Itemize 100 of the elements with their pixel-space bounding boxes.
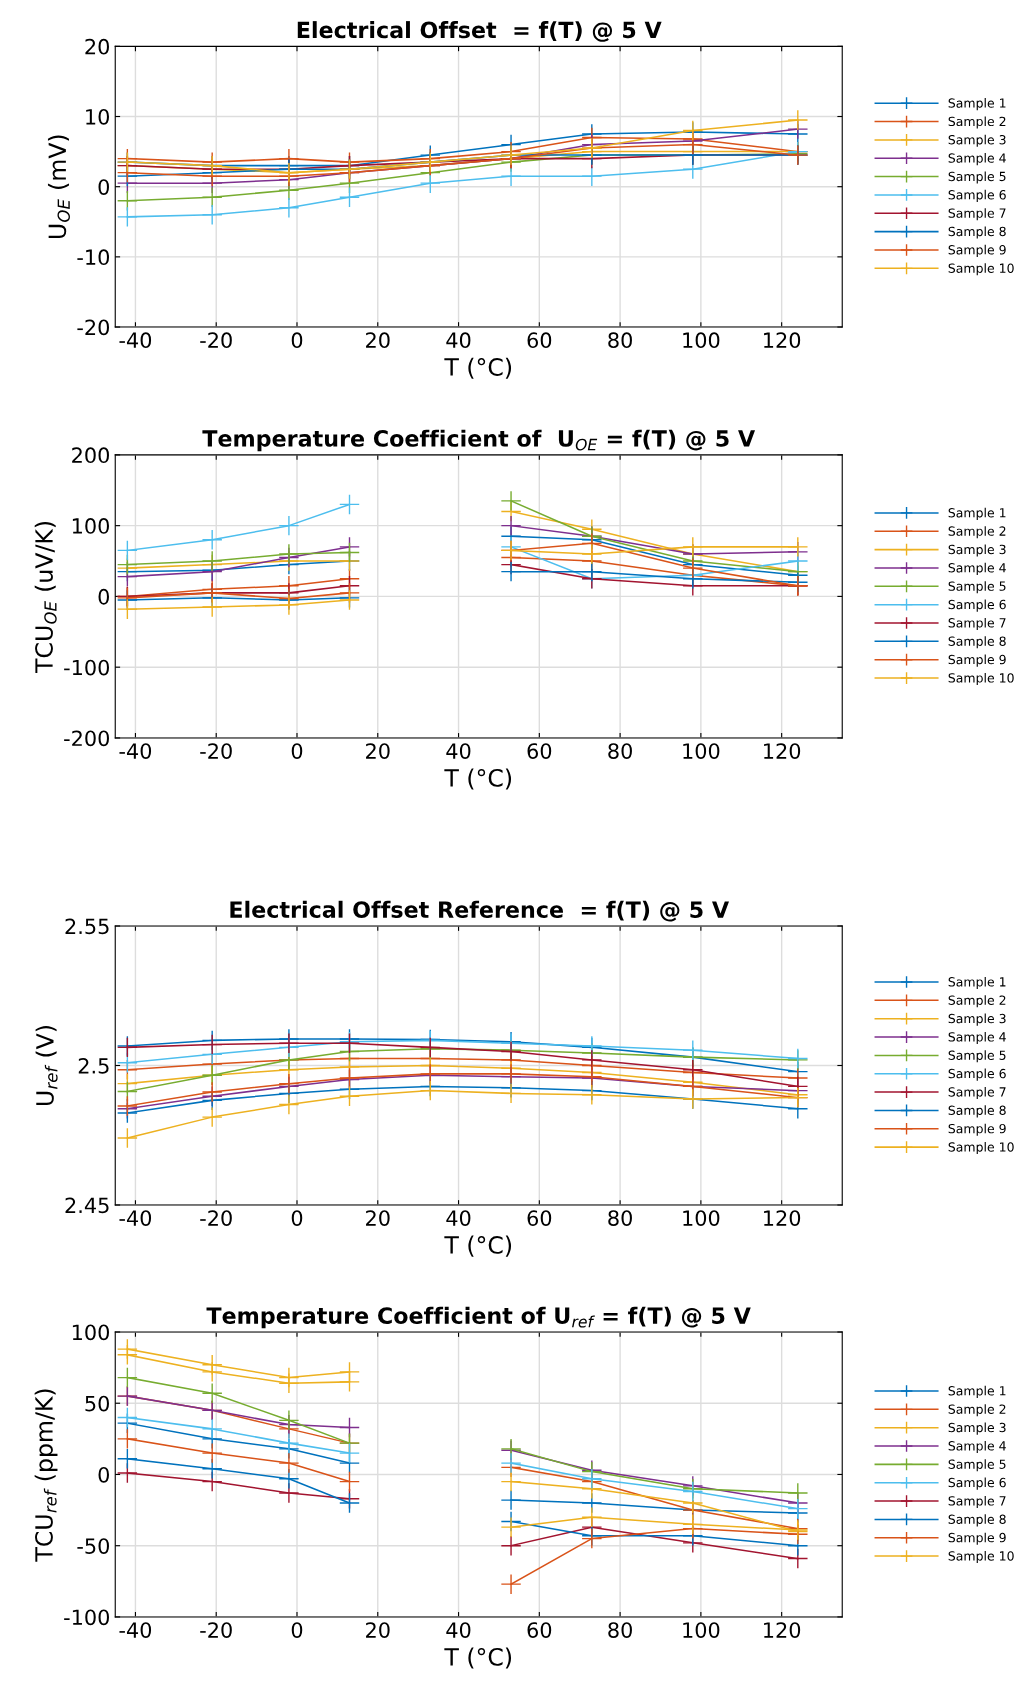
- x-tick-label: -40: [119, 332, 152, 349]
- legend-label: Sample 5: [948, 1050, 1006, 1063]
- legend-label: Sample 1: [948, 98, 1006, 111]
- legend-label: Sample 7: [948, 208, 1006, 221]
- y-tick-label: -100: [64, 659, 109, 676]
- x-axis-title: T (°C): [444, 357, 512, 379]
- legend-label: Sample 2: [948, 116, 1006, 129]
- legend-label: Sample 6: [948, 1477, 1006, 1490]
- x-tick-label: 20: [366, 1210, 390, 1226]
- legend-label: Sample 4: [948, 1031, 1006, 1045]
- y-tick-label: 100: [72, 518, 109, 534]
- legend-label: Sample 10: [948, 1142, 1014, 1155]
- y-tick-label: 0: [98, 1466, 109, 1483]
- y-tick-label: -20: [77, 319, 109, 336]
- legend-label: Sample 9: [948, 1532, 1006, 1545]
- y-tick-label: 2.5: [78, 1057, 109, 1074]
- x-tick-label: 20: [366, 1622, 390, 1638]
- legend-label: Sample 10: [948, 1550, 1014, 1564]
- x-tick-label: 120: [764, 743, 801, 759]
- legend-label: Sample 9: [948, 1123, 1006, 1136]
- legend-label: Sample 7: [948, 1086, 1006, 1100]
- x-tick-label: -40: [119, 743, 152, 759]
- legend-label: Sample 8: [948, 636, 1006, 649]
- legend-label: Sample 7: [948, 1495, 1006, 1509]
- legend-label: Sample 5: [948, 581, 1006, 594]
- x-tick-label: 80: [608, 1210, 632, 1226]
- y-tick-label: 2.45: [65, 1197, 109, 1214]
- x-tick-label: 0: [291, 1622, 303, 1638]
- x-tick-label: 80: [608, 1622, 632, 1638]
- legend-label: Sample 3: [948, 134, 1006, 147]
- x-tick-label: 60: [527, 743, 552, 759]
- x-tick-label: 40: [446, 743, 471, 759]
- legend-label: Sample 2: [948, 526, 1006, 539]
- y-tick-label: 2.55: [65, 918, 109, 935]
- x-tick-label: 120: [764, 1622, 801, 1638]
- chart-title: Electrical Offset = f(T) @ 5 V: [297, 21, 662, 42]
- legend-label: Sample 9: [948, 244, 1006, 257]
- legend-label: Sample 3: [948, 544, 1006, 557]
- y-axis-title: U$_{ref}$ (V): [35, 1026, 58, 1105]
- chart-title: Temperature Coefficient of U$_{ref}$ = f(T) @ 5 V: [206, 1306, 751, 1329]
- legend-label: Sample 2: [948, 1404, 1006, 1417]
- x-tick-label: -20: [200, 332, 232, 349]
- y-axis-title: TCU$_{OE}$ (uV/K): [34, 521, 57, 673]
- legend-label: Sample 9: [948, 654, 1006, 667]
- y-tick-label: -200: [64, 730, 109, 747]
- x-tick-label: 100: [683, 743, 720, 759]
- x-tick-label: 120: [764, 332, 801, 349]
- x-tick-label: 40: [446, 1210, 471, 1226]
- legend-label: Sample 8: [948, 1105, 1006, 1118]
- y-tick-label: 0: [98, 179, 109, 195]
- legend-label: Sample 7: [948, 617, 1006, 630]
- legend-label: Sample 5: [948, 1459, 1006, 1472]
- y-tick-label: 20: [85, 38, 109, 55]
- x-tick-label: 100: [683, 1622, 720, 1638]
- y-tick-label: 100: [72, 1324, 109, 1341]
- y-tick-label: 0: [98, 588, 109, 605]
- x-tick-label: 100: [683, 332, 720, 349]
- x-tick-label: 0: [291, 332, 303, 349]
- legend-label: Sample 3: [948, 1013, 1006, 1026]
- y-tick-label: 10: [86, 108, 109, 125]
- x-axis-title: T (°C): [444, 768, 512, 790]
- y-tick-label: -10: [77, 249, 109, 266]
- legend-label: Sample 8: [948, 1514, 1006, 1527]
- x-axis-title: T (°C): [444, 1235, 512, 1257]
- y-tick-label: -50: [77, 1538, 109, 1554]
- legend-label: Sample 1: [948, 976, 1006, 989]
- x-tick-label: 80: [608, 332, 632, 349]
- legend-label: Sample 1: [948, 1385, 1006, 1398]
- legend-label: Sample 4: [948, 153, 1006, 166]
- x-tick-label: -40: [119, 1622, 152, 1638]
- x-tick-label: 0: [291, 1210, 303, 1226]
- chart-title: Temperature Coefficient of U$_{OE}$ = f(T) @ 5 V: [202, 429, 756, 452]
- legend-label: Sample 4: [948, 562, 1006, 575]
- x-tick-label: 40: [446, 332, 471, 349]
- y-tick-label: -100: [64, 1609, 109, 1626]
- x-tick-label: 0: [291, 743, 303, 759]
- legend-label: Sample 10: [948, 672, 1014, 686]
- x-axis-title: T (°C): [444, 1647, 512, 1669]
- legend-label: Sample 4: [948, 1440, 1006, 1453]
- x-tick-label: 40: [446, 1622, 471, 1638]
- x-tick-label: 120: [764, 1210, 801, 1226]
- x-tick-label: -20: [200, 1622, 232, 1638]
- y-axis-title: TCU$_{ref}$ (ppm/K): [34, 1389, 58, 1562]
- x-tick-label: 20: [366, 743, 390, 759]
- x-tick-label: 100: [683, 1210, 720, 1226]
- y-axis-title: U$_{OE}$ (mV): [47, 135, 70, 238]
- x-tick-label: 60: [527, 1210, 552, 1226]
- x-tick-label: 80: [608, 743, 632, 759]
- x-tick-label: -40: [119, 1210, 152, 1226]
- legend-label: Sample 2: [948, 995, 1006, 1008]
- legend-label: Sample 3: [948, 1422, 1006, 1435]
- x-tick-label: 20: [366, 332, 390, 349]
- legend-label: Sample 10: [948, 263, 1014, 276]
- x-tick-label: 60: [527, 1622, 552, 1638]
- x-tick-label: -20: [200, 743, 232, 759]
- legend-label: Sample 6: [948, 189, 1006, 202]
- legend-label: Sample 6: [948, 1068, 1006, 1081]
- chart-title: Electrical Offset Reference = f(T) @ 5 V: [230, 900, 729, 922]
- legend-label: Sample 8: [948, 226, 1006, 239]
- y-tick-label: 200: [72, 447, 109, 464]
